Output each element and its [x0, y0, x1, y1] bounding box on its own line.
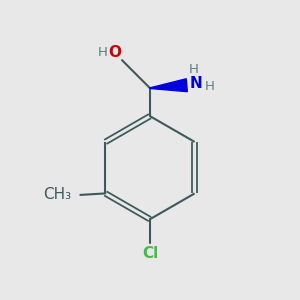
- Text: H: H: [98, 46, 108, 59]
- Text: O: O: [108, 45, 121, 60]
- Text: Cl: Cl: [142, 246, 158, 261]
- Text: H: H: [189, 63, 199, 76]
- Text: N: N: [189, 76, 202, 91]
- Text: H: H: [205, 80, 215, 93]
- Polygon shape: [150, 79, 187, 92]
- Text: CH₃: CH₃: [44, 188, 71, 202]
